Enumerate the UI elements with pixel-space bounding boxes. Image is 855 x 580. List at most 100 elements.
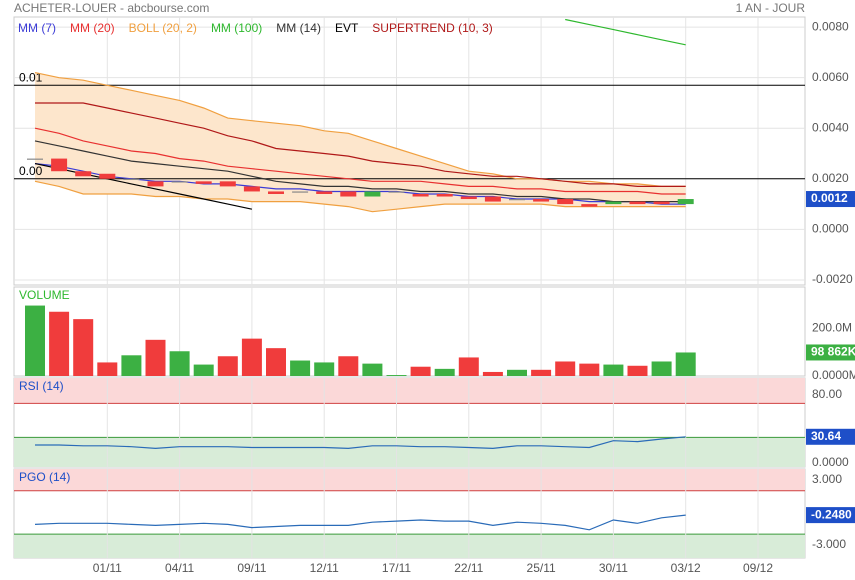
candle-body <box>171 181 188 183</box>
y-tick-label: 3.000 <box>812 472 842 486</box>
volume-bar <box>507 369 527 376</box>
x-tick-label: 09/11 <box>237 561 266 575</box>
panel-title: PGO (14) <box>19 470 70 484</box>
volume-bar <box>338 356 359 376</box>
candle-body <box>268 191 284 194</box>
legend-entry: MM (20) <box>70 21 115 35</box>
candle-body <box>388 191 405 193</box>
indicator-line <box>34 72 686 187</box>
x-tick-label: 09/12 <box>743 561 773 575</box>
boll-band-fill <box>35 72 686 212</box>
y-tick-label: 0.0060 <box>812 70 849 84</box>
y-tick-label: -0.0020 <box>812 272 853 286</box>
candle-body <box>436 193 453 197</box>
volume-bar <box>651 361 672 376</box>
value-label-box <box>806 344 855 361</box>
candle-body <box>509 199 525 201</box>
candle-body <box>147 181 164 187</box>
candle-body <box>340 191 357 197</box>
value-label: -0.2480 <box>811 507 852 521</box>
legend-entry: MM (100) <box>211 21 262 35</box>
x-tick-label: 22/11 <box>454 561 483 575</box>
value-label-box <box>806 428 855 445</box>
indicator-line <box>34 163 686 205</box>
candle-body <box>677 199 694 205</box>
volume-bar <box>579 363 600 376</box>
volume-bar <box>410 366 431 376</box>
candle-body <box>75 171 92 177</box>
band <box>14 437 805 467</box>
candle-body <box>195 181 212 184</box>
value-label-box <box>806 507 855 524</box>
volume-bar <box>217 356 238 376</box>
x-tick-label: 30/11 <box>599 561 628 575</box>
candle-body <box>316 191 333 194</box>
page-title: ACHETER-LOUER - abcbourse.com <box>14 1 209 15</box>
x-tick-label: 03/12 <box>671 561 701 575</box>
candle-body <box>243 186 260 192</box>
y-tick-label: -3.000 <box>812 537 846 551</box>
indicator-line <box>34 180 686 213</box>
candle-body <box>292 191 309 193</box>
candle-body <box>605 201 622 205</box>
candle-body <box>219 181 236 187</box>
y-tick-label: 80.00 <box>812 387 842 401</box>
x-tick-label: 04/11 <box>165 561 194 575</box>
x-tick-label: 17/11 <box>382 561 411 575</box>
legend-entry: SUPERTREND (10, 3) <box>372 21 492 35</box>
indicator-line <box>565 18 686 46</box>
candle-body <box>123 178 140 181</box>
band <box>14 534 805 558</box>
candle-body <box>653 201 670 205</box>
x-tick-label: 01/11 <box>93 561 122 575</box>
candle-body <box>460 196 477 200</box>
candle-body <box>484 196 501 202</box>
value-label: 0.0012 <box>811 191 848 205</box>
indicator-line <box>34 140 686 203</box>
candle-body <box>364 191 381 197</box>
volume-bar <box>169 351 190 376</box>
volume-bar <box>193 364 214 376</box>
indicator-line <box>34 163 253 210</box>
legend-entry: EVT <box>335 21 359 35</box>
volume-bar <box>314 362 335 376</box>
indicator-line <box>35 436 686 450</box>
legend-entry: MM (14) <box>276 21 321 35</box>
volume-bar <box>362 363 383 376</box>
y-tick-label: 0.0000 <box>812 455 849 469</box>
candle-body <box>533 199 550 202</box>
volume-bar <box>25 305 45 376</box>
panel-title: VOLUME <box>19 288 70 302</box>
volume-bar <box>266 348 286 376</box>
y-tick-label: 0.0040 <box>812 120 849 134</box>
candle-body <box>412 193 429 197</box>
volume-bar <box>627 365 648 376</box>
indicator-line <box>34 127 686 195</box>
period: 1 AN - JOUR <box>736 1 806 15</box>
y-tick-label: 200.0M <box>812 321 852 335</box>
candle-body <box>51 158 68 172</box>
legend-entry: BOLL (20, 2) <box>129 21 197 35</box>
panel-title: RSI (14) <box>19 379 64 393</box>
y-tick-label: 0.0000M <box>812 368 855 382</box>
indicator-line <box>34 514 686 531</box>
volume-bar <box>145 339 166 376</box>
legend-entry: MM (7) <box>18 21 56 35</box>
x-tick-label: 12/11 <box>310 561 339 575</box>
volume-bar <box>458 357 479 376</box>
volume-bar <box>675 352 696 376</box>
level-label: 0.01 <box>19 70 43 84</box>
candle-body <box>557 199 574 205</box>
y-tick-label: 0.0000 <box>812 222 849 236</box>
indicator-line <box>35 102 686 187</box>
band <box>14 378 805 404</box>
y-tick-label: 0.0080 <box>812 19 849 33</box>
volume-bar <box>73 319 94 376</box>
volume-bar <box>121 355 142 376</box>
value-label-box <box>806 191 855 208</box>
volume-bar <box>555 361 576 376</box>
volume-bar <box>97 362 118 376</box>
volume-bar <box>290 360 311 376</box>
candle-body <box>99 173 116 179</box>
